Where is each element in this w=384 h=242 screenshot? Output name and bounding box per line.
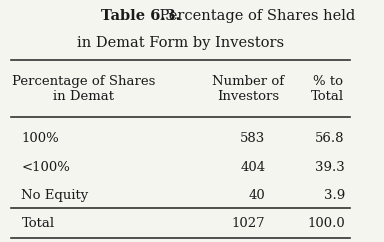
Text: 3.9: 3.9 (324, 189, 345, 202)
Text: Number of
Investors: Number of Investors (212, 75, 284, 103)
Text: 40: 40 (248, 189, 265, 202)
Text: No Equity: No Equity (22, 189, 89, 202)
Text: 1027: 1027 (232, 217, 265, 230)
Text: <100%: <100% (22, 161, 70, 174)
Text: Total: Total (22, 217, 55, 230)
Text: 100%: 100% (22, 132, 59, 145)
Text: Table 6.3.: Table 6.3. (101, 8, 180, 23)
Text: 56.8: 56.8 (315, 132, 345, 145)
Text: Percentage of Shares
in Demat: Percentage of Shares in Demat (12, 75, 156, 103)
Text: % to
Total: % to Total (311, 75, 344, 103)
Text: in Demat Form by Investors: in Demat Form by Investors (77, 36, 284, 50)
Text: 100.0: 100.0 (307, 217, 345, 230)
Text: Percentage of Shares held: Percentage of Shares held (155, 8, 355, 23)
Text: 39.3: 39.3 (315, 161, 345, 174)
Text: 583: 583 (240, 132, 265, 145)
Text: 404: 404 (240, 161, 265, 174)
